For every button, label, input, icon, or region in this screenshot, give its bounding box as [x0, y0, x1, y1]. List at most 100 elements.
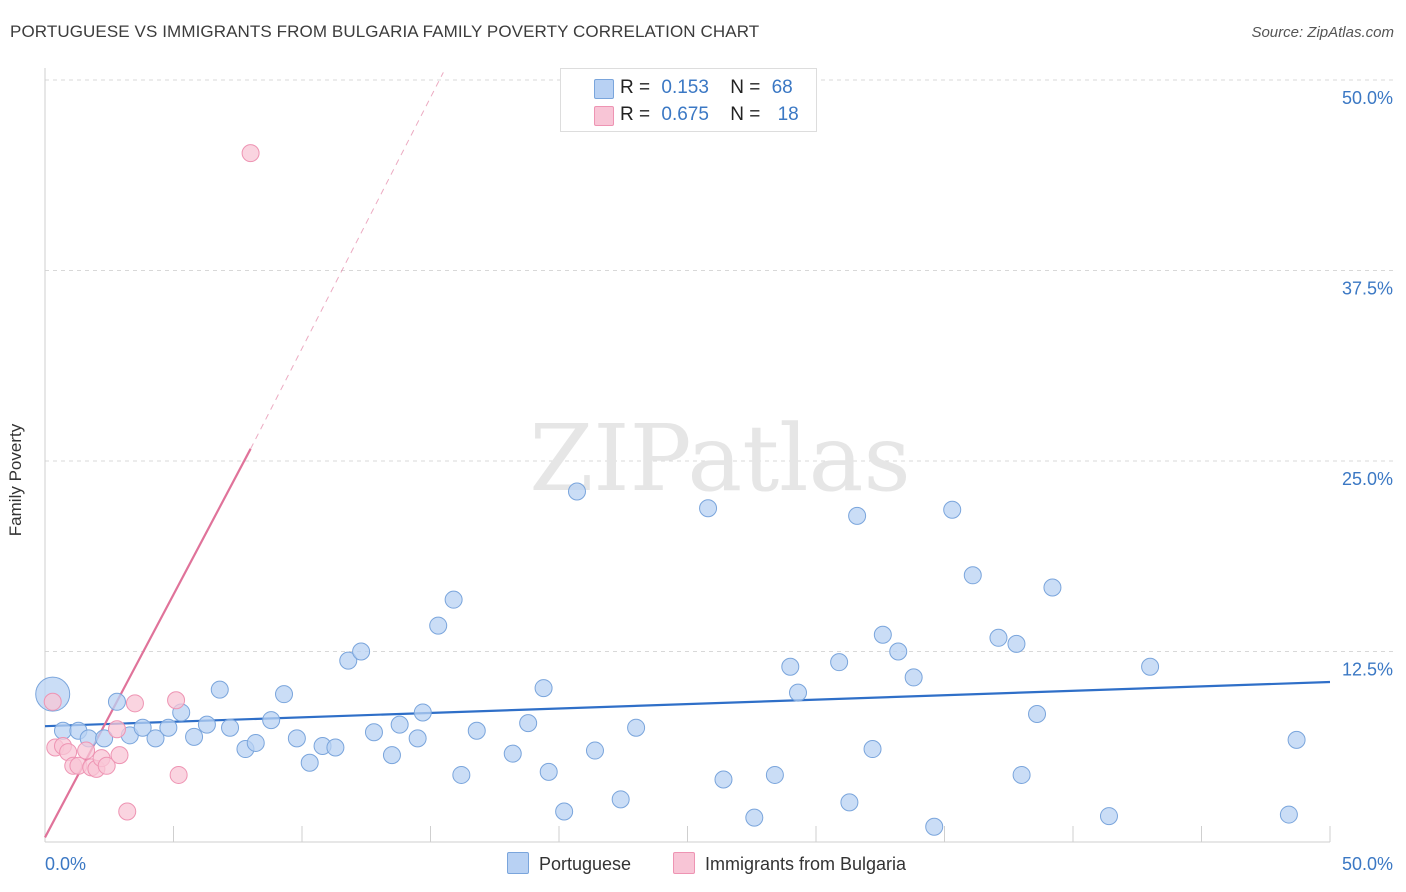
chart-title: PORTUGUESE VS IMMIGRANTS FROM BULGARIA F… [10, 22, 760, 41]
source-note: Source: ZipAtlas.com [1251, 24, 1394, 41]
point-portuguese [1141, 657, 1160, 676]
point-portuguese [519, 714, 538, 733]
legend-n-value: 18 [777, 104, 799, 125]
y-tick-label: 50.0% [1342, 88, 1393, 108]
x-tick-label: 0.0% [45, 854, 86, 874]
legend-r-value: 0.153 [661, 77, 709, 98]
point-portuguese [699, 499, 718, 518]
point-portuguese [1043, 578, 1062, 597]
point-portuguese [275, 685, 294, 704]
point-portuguese [300, 753, 319, 772]
legend-swatch-pink [594, 106, 614, 126]
point-portuguese [873, 625, 892, 644]
legend-row-portuguese: R = 0.153 N = 68 [594, 77, 793, 99]
point-portuguese [863, 740, 882, 759]
point-portuguese [382, 746, 401, 765]
point-portuguese [1007, 634, 1026, 653]
legend-n-value: 68 [771, 77, 793, 98]
point-portuguese [339, 651, 358, 670]
point-bulgaria [169, 765, 188, 784]
point-portuguese [197, 715, 216, 734]
point-bulgaria [167, 691, 186, 710]
point-portuguese [745, 808, 764, 827]
point-portuguese [146, 729, 165, 748]
legend-r-value: 0.675 [661, 104, 709, 125]
point-portuguese [133, 718, 152, 737]
point-portuguese [287, 729, 306, 748]
point-portuguese [1028, 704, 1047, 723]
point-portuguese [555, 802, 574, 821]
point-bulgaria [107, 720, 126, 739]
point-portuguese [408, 729, 427, 748]
data-points [35, 144, 1306, 836]
point-portuguese [95, 729, 114, 748]
point-portuguese [1099, 807, 1118, 826]
point-portuguese [364, 723, 383, 742]
point-portuguese [429, 616, 448, 635]
point-portuguese [611, 790, 630, 809]
trend-line-portuguese [44, 680, 1331, 728]
point-portuguese [904, 668, 923, 687]
point-portuguese [534, 679, 553, 698]
point-portuguese [627, 718, 646, 737]
point-portuguese [326, 738, 345, 757]
point-portuguese [830, 653, 849, 672]
point-portuguese [539, 762, 558, 781]
point-bulgaria [43, 692, 62, 711]
grid-lines [45, 79, 1395, 652]
point-portuguese [1279, 805, 1298, 824]
bottom-legend-swatch-pink [673, 852, 695, 874]
bottom-legend-bulgaria: Immigrants from Bulgaria [673, 852, 906, 875]
watermark: ZIPatlas [529, 405, 910, 512]
legend-n-label: N = [730, 104, 761, 125]
point-portuguese [467, 721, 486, 740]
legend-row-bulgaria: R = 0.675 N = 18 [594, 104, 799, 126]
y-tick-label: 12.5% [1342, 660, 1393, 680]
legend-n-label: N = [730, 77, 761, 98]
point-portuguese [585, 741, 604, 760]
point-bulgaria [241, 144, 260, 163]
point-portuguese [1287, 730, 1306, 749]
point-portuguese [413, 703, 432, 722]
point-portuguese [444, 590, 463, 609]
legend-swatch-blue [594, 79, 614, 99]
point-portuguese [53, 721, 72, 740]
point-portuguese [262, 711, 281, 730]
axes [44, 68, 1331, 843]
point-portuguese [185, 727, 204, 746]
trend-extension-bulgaria [250, 72, 444, 450]
point-portuguese [840, 793, 859, 812]
point-portuguese [567, 482, 586, 501]
point-bulgaria [125, 694, 144, 713]
point-portuguese [390, 715, 409, 734]
point-portuguese [503, 744, 522, 763]
point-portuguese [765, 765, 784, 784]
point-portuguese [714, 770, 733, 789]
y-tick-label: 37.5% [1342, 279, 1393, 299]
point-portuguese [352, 642, 371, 661]
point-portuguese [781, 657, 800, 676]
point-portuguese [943, 500, 962, 519]
point-portuguese [159, 718, 178, 737]
tick-labels: 12.5% 25.0% 37.5% 50.0% 0.0% 50.0% [45, 88, 1393, 874]
bottom-legend-label: Portuguese [539, 854, 632, 874]
point-portuguese [210, 680, 229, 699]
point-portuguese [107, 692, 126, 711]
point-bulgaria [77, 741, 96, 760]
point-portuguese [452, 765, 471, 784]
y-tick-label: 25.0% [1342, 469, 1393, 489]
point-portuguese [789, 683, 808, 702]
point-bulgaria [110, 746, 129, 765]
bottom-legend-portuguese: Portuguese [507, 852, 631, 875]
bottom-legend-swatch-blue [507, 852, 529, 874]
point-bulgaria [97, 756, 116, 775]
point-portuguese [925, 817, 944, 836]
point-portuguese [889, 642, 908, 661]
point-portuguese [246, 733, 265, 752]
trend-line-bulgaria [44, 448, 252, 838]
point-portuguese [989, 628, 1008, 647]
point-bulgaria [118, 802, 137, 821]
stats-legend: R = 0.153 N = 68 R = 0.675 N = 18 [560, 68, 817, 132]
point-portuguese [963, 566, 982, 585]
